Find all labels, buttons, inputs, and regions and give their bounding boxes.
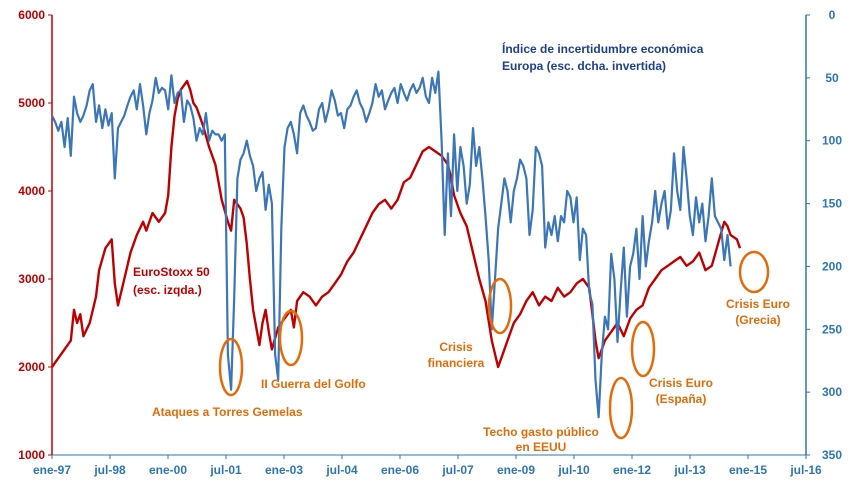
annotation-crisis-euro-espana-line1: Crisis Euro [649, 376, 713, 390]
annotation-ellipses [218, 250, 770, 440]
x-tick-label: jul-13 [673, 463, 706, 477]
right-tick-label: 150 [822, 197, 842, 211]
left-tick-label: 1000 [18, 448, 45, 462]
left-tick-label: 6000 [18, 8, 45, 22]
right-tick-label: 300 [822, 385, 842, 399]
right-tick-label: 50 [825, 71, 839, 85]
legend-eurostoxx-line2: (esc. izqda.) [133, 283, 202, 297]
annotation-crisis-financiera-line2: financiera [428, 356, 485, 370]
annotation-ii-guerra-golfo: II Guerra del Golfo [261, 377, 366, 391]
ellipse-crisis-euro-grecia [738, 250, 770, 294]
ellipse-ii-guerra-golfo [278, 309, 304, 367]
x-tick-label: jul-98 [93, 463, 126, 477]
legend-eurostoxx-line1: EuroStoxx 50 [133, 265, 210, 279]
right-axis: 0 50 100 150 200 250 300 350 [805, 8, 842, 462]
x-tick-label: ene-15 [729, 463, 767, 477]
legend-uncertainty-line1: Índice de incertidumbre económica [502, 41, 704, 56]
ellipse-ataques-torres-gemelas [218, 337, 244, 397]
x-tick-label: jul-07 [441, 463, 474, 477]
x-tick-label: ene-09 [497, 463, 535, 477]
series-layer [51, 70, 742, 419]
x-tick-label: jul-10 [557, 463, 590, 477]
annotation-crisis-euro-espana-line2: (España) [656, 392, 707, 406]
left-tick-label: 3000 [18, 272, 45, 286]
x-tick-label: jul-01 [209, 463, 242, 477]
annotation-crisis-financiera-line1: Crisis [439, 340, 473, 354]
annotation-crisis-euro-grecia-line1: Crisis Euro [726, 297, 790, 311]
right-tick-label: 250 [822, 322, 842, 336]
x-tick-label: ene-97 [33, 463, 71, 477]
left-tick-label: 4000 [18, 184, 45, 198]
x-axis: ene-97 jul-98 ene-00 jul-01 ene-03 jul-04 ene-… [33, 454, 822, 477]
x-tick-label: ene-12 [613, 463, 651, 477]
left-tick-label: 5000 [18, 96, 45, 110]
right-tick-label: 350 [822, 448, 842, 462]
ellipse-crisis-financiera [487, 277, 513, 335]
ellipse-techo-gasto-publico [608, 376, 634, 440]
series-uncertainty-index-line [51, 70, 732, 419]
x-tick-label: ene-00 [149, 463, 187, 477]
left-tick-label: 2000 [18, 360, 45, 374]
ellipse-crisis-euro-espana [630, 320, 656, 378]
annotation-crisis-euro-grecia-line2: (Grecia) [735, 313, 780, 327]
x-tick-label: ene-06 [381, 463, 419, 477]
annotation-ataques-torres-gemelas: Ataques a Torres Gemelas [152, 405, 303, 419]
legend-uncertainty-line2: Europa (esc. dcha. invertida) [502, 59, 666, 73]
right-tick-label: 200 [822, 259, 842, 273]
x-tick-label: jul-16 [789, 463, 822, 477]
x-tick-label: jul-04 [325, 463, 358, 477]
annotation-techo-gasto-line2: en EEUU [516, 440, 567, 454]
annotation-techo-gasto-line1: Techo gasto público [483, 425, 599, 439]
right-tick-label: 100 [822, 134, 842, 148]
right-tick-label: 0 [829, 8, 836, 22]
series-eurostoxx50-line [51, 79, 742, 369]
left-axis: 1000 2000 3000 4000 5000 6000 [18, 8, 53, 462]
x-tick-label: ene-03 [265, 463, 303, 477]
